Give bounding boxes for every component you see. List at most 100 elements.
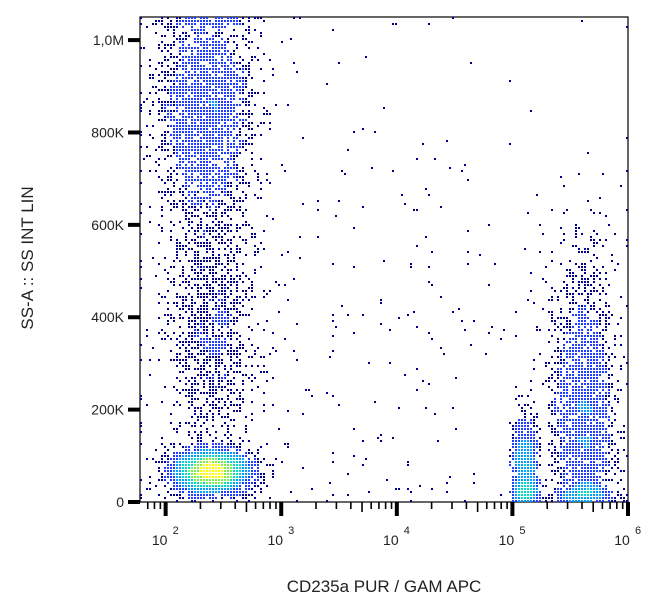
data-point: [218, 53, 220, 55]
data-point: [230, 146, 232, 148]
data-point: [236, 200, 238, 202]
data-point: [182, 20, 184, 22]
data-point: [488, 284, 490, 286]
data-point: [179, 17, 181, 19]
data-point: [212, 50, 214, 52]
data-point: [194, 104, 196, 106]
data-point: [251, 287, 253, 289]
data-point: [206, 116, 208, 118]
data-point: [626, 245, 628, 247]
data-point: [200, 425, 202, 427]
data-point: [467, 251, 469, 253]
data-point: [209, 380, 211, 382]
data-point: [197, 20, 199, 22]
data-point: [272, 464, 274, 466]
data-point: [521, 410, 523, 412]
data-point: [611, 260, 613, 262]
data-point: [575, 338, 577, 340]
data-point: [200, 179, 202, 181]
data-point: [203, 155, 205, 157]
data-point: [209, 170, 211, 172]
data-point: [578, 320, 580, 322]
data-point: [215, 212, 217, 214]
data-point: [140, 17, 142, 19]
data-point: [203, 470, 205, 472]
data-point: [599, 476, 601, 478]
data-point: [215, 41, 217, 43]
data-point: [197, 362, 199, 364]
data-point: [167, 170, 169, 172]
data-point: [209, 80, 211, 82]
data-point: [227, 425, 229, 427]
data-point: [203, 179, 205, 181]
data-point: [182, 83, 184, 85]
data-point: [566, 461, 568, 463]
data-point: [236, 488, 238, 490]
data-point: [173, 41, 175, 43]
data-point: [242, 479, 244, 481]
data-point: [332, 320, 334, 322]
data-point: [176, 152, 178, 154]
data-point: [230, 35, 232, 37]
data-point: [530, 446, 532, 448]
data-point: [548, 494, 550, 496]
data-point: [206, 68, 208, 70]
data-point: [242, 470, 244, 472]
data-point: [596, 488, 598, 490]
data-point: [215, 44, 217, 46]
data-point: [620, 389, 622, 391]
data-point: [266, 485, 268, 487]
data-point: [581, 461, 583, 463]
data-point: [575, 227, 577, 229]
data-point: [164, 476, 166, 478]
data-point: [206, 392, 208, 394]
data-point: [527, 464, 529, 466]
data-point: [185, 461, 187, 463]
data-point: [206, 260, 208, 262]
data-point: [167, 179, 169, 181]
data-point: [593, 428, 595, 430]
data-point: [158, 164, 160, 166]
data-point: [557, 497, 559, 499]
data-point: [209, 194, 211, 196]
data-point: [179, 35, 181, 37]
data-point: [236, 389, 238, 391]
data-point: [194, 107, 196, 109]
data-point: [191, 20, 193, 22]
data-point: [227, 101, 229, 103]
data-point: [173, 488, 175, 490]
data-point: [416, 209, 418, 211]
data-point: [194, 38, 196, 40]
data-point: [221, 458, 223, 460]
data-point: [533, 419, 535, 421]
data-point: [221, 491, 223, 493]
data-point: [599, 434, 601, 436]
data-point: [596, 320, 598, 322]
data-point: [563, 497, 565, 499]
data-point: [236, 179, 238, 181]
data-point: [218, 26, 220, 28]
data-point: [194, 122, 196, 124]
data-point: [221, 182, 223, 184]
data-point: [203, 236, 205, 238]
data-point: [581, 371, 583, 373]
data-point: [149, 110, 151, 112]
data-point: [602, 395, 604, 397]
data-point: [614, 413, 616, 415]
data-point: [590, 461, 592, 463]
data-point: [185, 122, 187, 124]
data-point: [242, 473, 244, 475]
data-point: [212, 191, 214, 193]
data-point: [197, 50, 199, 52]
data-point: [578, 416, 580, 418]
data-point: [605, 440, 607, 442]
data-point: [569, 269, 571, 271]
data-point: [218, 227, 220, 229]
data-point: [575, 446, 577, 448]
data-point: [230, 434, 232, 436]
data-point: [182, 185, 184, 187]
data-point: [221, 179, 223, 181]
data-point: [572, 371, 574, 373]
data-point: [590, 470, 592, 472]
data-point: [587, 395, 589, 397]
